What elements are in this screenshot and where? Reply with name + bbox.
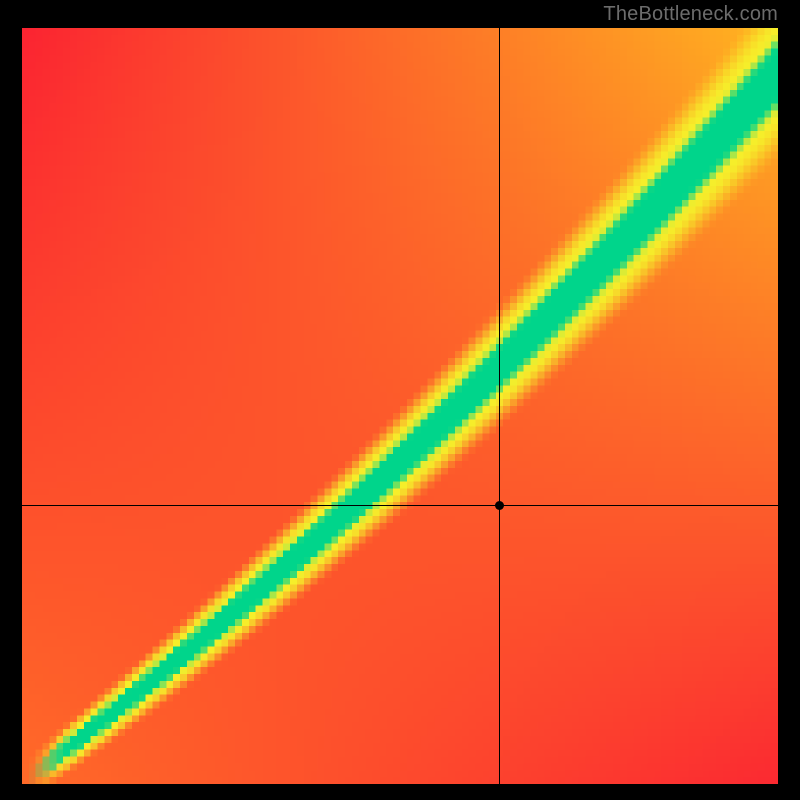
crosshair-marker xyxy=(495,501,504,510)
watermark-text: TheBottleneck.com xyxy=(603,3,778,26)
crosshair-vertical xyxy=(499,28,500,784)
chart-container: TheBottleneck.com xyxy=(0,0,800,800)
bottleneck-heatmap xyxy=(22,28,778,784)
crosshair-horizontal xyxy=(22,505,778,506)
